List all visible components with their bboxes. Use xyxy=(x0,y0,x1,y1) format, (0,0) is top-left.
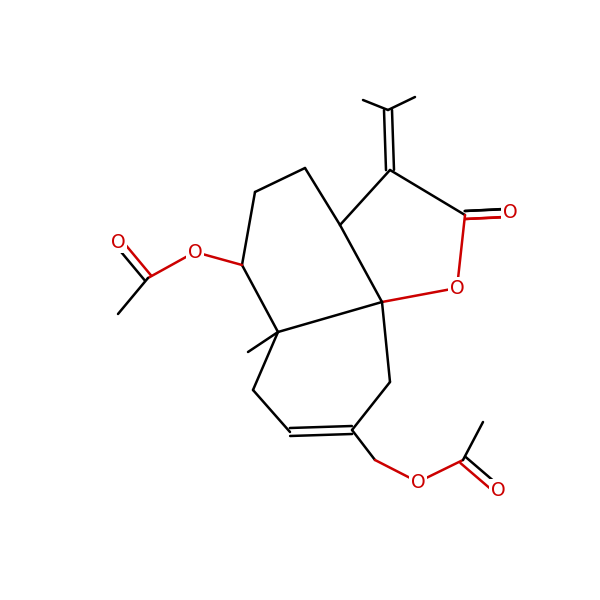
Text: O: O xyxy=(410,473,425,491)
Text: O: O xyxy=(491,481,505,499)
Text: O: O xyxy=(449,278,464,298)
Text: O: O xyxy=(110,232,125,251)
Text: O: O xyxy=(503,203,517,223)
Text: O: O xyxy=(188,242,202,262)
